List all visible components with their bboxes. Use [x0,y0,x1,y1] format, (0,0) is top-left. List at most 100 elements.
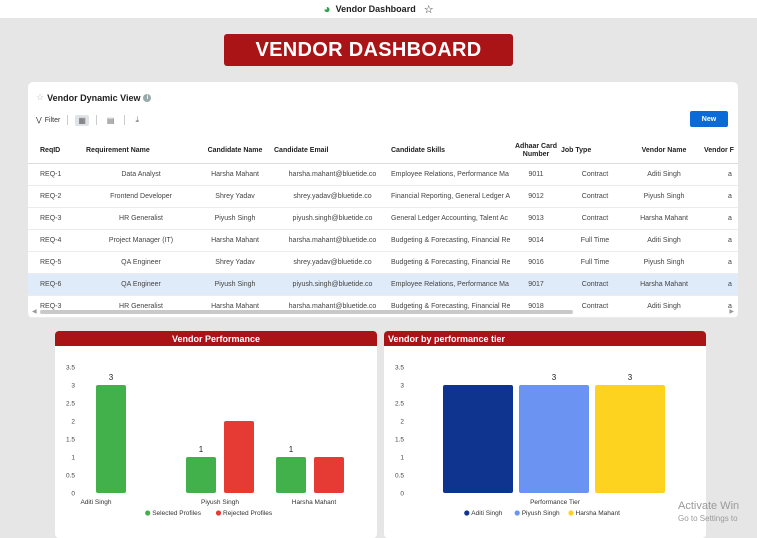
cell-reqid: REQ-1 [40,171,62,178]
cell-vendor-f: a [728,259,732,266]
table-row[interactable]: REQ-2 Frontend Developer Shrey Yadav shrey.… [28,186,738,208]
column-header-requirement-name[interactable]: Requirement Name [86,147,150,154]
horizontal-scrollbar[interactable]: ◀ ▶ [32,309,734,315]
cell-requirement-name: Data Analyst [121,171,161,178]
dashboard-icon: ◕ [323,2,331,16]
performance-tier-chart: 0 0.5 1 1.5 2 2.5 3 3.5 3 3 Performance Tier Aditi … [395,365,665,517]
download-icon[interactable]: ⤓ [135,115,139,124]
table-row[interactable]: REQ-4 Project Manager (IT) Harsha Mahant ha… [28,230,738,252]
legend-marker-harsha-mahant [568,510,574,516]
y-tick-label: 0 [71,491,75,498]
y-tick-label: 2 [400,419,404,426]
windows-activation-watermark: Activate Win Go to Settings to [678,500,739,523]
vendor-performance-panel: Vendor Performance 0 0.5 1 1.5 2 2.5 3 3.5 3 Adit… [55,331,377,538]
table-row[interactable]: REQ-3 HR Generalist Harsha Mahant harsha.ma… [28,296,738,318]
table-header-row: ReqID Requirement Name Candidate Name Ca… [28,138,738,164]
cell-requirement-name: HR Generalist [119,303,163,310]
cell-candidate-skills: Financial Reporting, General Ledger A [391,193,511,200]
column-header-job-type[interactable]: Job Type [561,147,592,154]
vendor-performance-chart: 0 0.5 1 1.5 2 2.5 3 3.5 3 Aditi Singh 1 Piyush Sing… [66,365,344,517]
cell-adhaar-number: 9014 [528,237,544,244]
cell-vendor-name: Piyush Singh [643,193,685,200]
vendor-table: ReqID Requirement Name Candidate Name Ca… [28,138,738,318]
window-titlebar: ◕ Vendor Dashboard ☆ [0,0,757,18]
y-tick-label: 2.5 [66,401,75,408]
chart-view-icon[interactable]: ▤ [106,115,115,125]
cell-candidate-name: Piyush Singh [214,215,256,222]
column-header-candidate-skills[interactable]: Candidate Skills [391,147,446,154]
cell-adhaar-number: 9016 [528,259,544,266]
column-header-candidate-email[interactable]: Candidate Email [274,147,329,154]
cell-reqid: REQ-6 [40,281,62,288]
cell-job-type: Contract [581,215,609,222]
cell-adhaar-number: 9017 [528,281,544,288]
watermark-line-2: Go to Settings to [678,514,738,523]
cell-vendor-f: a [728,171,732,178]
bar-harsha-mahant [595,385,665,493]
cell-requirement-name: HR Generalist [119,215,163,222]
column-header-adhaar-card-number[interactable]: Adhaar Card Number [514,142,557,158]
legend-marker-rejected-profiles [215,510,222,516]
filter-icon: ⋁ [36,117,42,124]
bar-aditi-singh [443,385,513,493]
cell-candidate-name: Shrey Yadav [215,193,255,200]
table-card-title: ☆ Vendor Dynamic View i [36,92,152,103]
scroll-left-icon[interactable]: ◀ [32,309,37,315]
table-row[interactable]: REQ-5 QA Engineer Shrey Yadav shrey.yadav@b… [28,252,738,274]
cell-candidate-email: shrey.yadav@bluetide.co [293,193,372,200]
cell-candidate-email: piyush.singh@bluetide.co [292,215,373,222]
table-row[interactable]: REQ-1 Data Analyst Harsha Mahant harsha.mah… [28,164,738,186]
scrollbar-thumb[interactable] [40,310,573,314]
legend-label: Selected Profiles [152,510,202,517]
table-row[interactable]: REQ-3 HR Generalist Piyush Singh piyush.sin… [28,208,738,230]
column-header-candidate-name[interactable]: Candidate Name [207,147,263,154]
cell-vendor-f: a [728,281,732,288]
column-header-vendor-f[interactable]: Vendor F [704,147,734,154]
toolbar-divider [67,115,69,125]
legend-marker-selected-profiles [145,510,151,516]
cell-adhaar-number: 9011 [528,171,544,178]
cell-reqid: REQ-3 [40,215,62,222]
table-toolbar: ⋁ Filter ▦ ▤ ⤓ [36,113,142,127]
cell-candidate-email: harsha.mahant@bluetide.co [288,171,377,178]
cell-reqid: REQ-2 [40,193,62,200]
filter-button[interactable]: ⋁ Filter [36,116,61,125]
y-tick-label: 0.5 [66,473,75,480]
column-header-vendor-name[interactable]: Vendor Name [641,147,687,154]
cell-candidate-skills: General Ledger Accounting, Talent Ac [391,215,509,222]
x-tick-label: Harsha Mahant [292,499,337,506]
cell-vendor-name: Piyush Singh [643,259,685,266]
bar-data-label: 1 [199,445,204,454]
table-body: REQ-1 Data Analyst Harsha Mahant harsha.mah… [28,164,738,318]
cell-vendor-f: a [728,237,732,244]
scroll-right-icon[interactable]: ▶ [729,309,734,315]
cell-job-type: Contract [581,281,609,288]
favorite-icon[interactable]: ☆ [36,92,45,102]
vendor-performance-title: Vendor Performance [55,331,377,346]
table-row[interactable]: REQ-6 QA Engineer Piyush Singh piyush.singh… [28,274,738,296]
cell-candidate-skills: Budgeting & Forecasting, Financial Re [391,237,511,244]
vendor-table-card: ☆ Vendor Dynamic View i ⋁ Filter ▦ ▤ ⤓ N… [28,82,738,318]
bar-rejected-profiles [314,457,344,493]
bar-data-label: 3 [109,373,114,382]
y-tick-label: 3 [71,383,75,390]
cell-reqid: REQ-4 [40,237,62,244]
legend-label: Aditi Singh [471,510,502,517]
bar-data-label: 1 [289,445,294,454]
grid-view-icon[interactable]: ▦ [75,114,89,126]
y-tick-label: 1 [71,455,75,462]
cell-requirement-name: QA Engineer [121,259,161,266]
info-icon[interactable]: i [143,93,152,102]
cell-candidate-name: Harsha Mahant [211,303,259,310]
legend-label: Harsha Mahant [576,510,621,517]
legend-marker-aditi-singh [464,510,470,516]
column-header-reqid[interactable]: ReqID [40,147,61,154]
filter-label: Filter [44,116,61,124]
new-record-button[interactable]: New [690,111,728,127]
cell-requirement-name: Frontend Developer [110,193,172,200]
bar-selected-profiles [276,457,306,493]
y-tick-label: 2.5 [395,401,404,408]
cell-job-type: Full Time [580,237,610,244]
bar-rejected-profiles [224,421,254,493]
favorite-star-icon[interactable]: ☆ [423,3,434,16]
